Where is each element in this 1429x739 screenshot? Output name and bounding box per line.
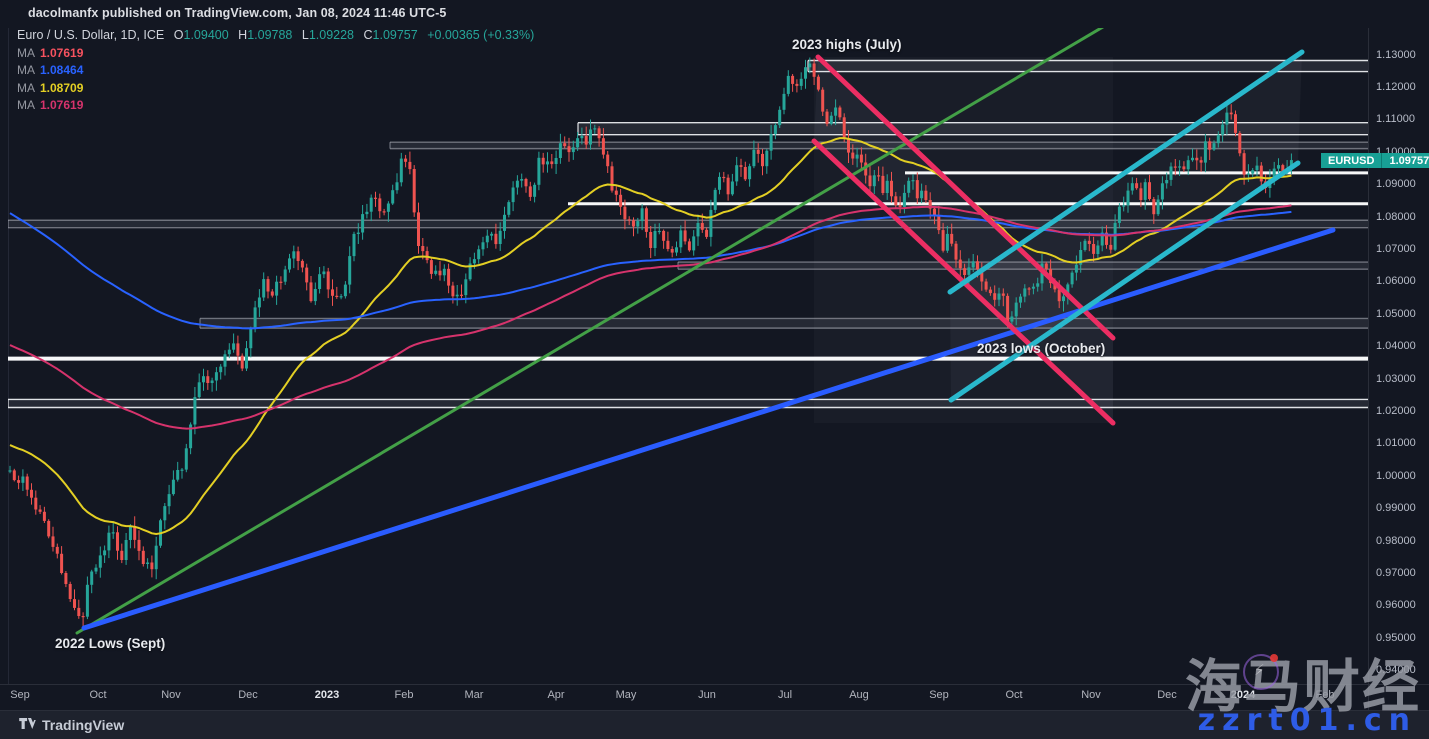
time-tick-label: Aug — [849, 689, 869, 701]
open-value: 1.09400 — [183, 28, 229, 42]
pane-left-border — [8, 28, 9, 684]
price-tick-label: 1.13000 — [1376, 48, 1416, 61]
time-tick-label: Feb — [1315, 689, 1335, 701]
channel-fills — [814, 52, 1302, 423]
time-tick-label: Oct — [1005, 689, 1023, 701]
ma-value: 1.07619 — [40, 45, 84, 60]
tradingview-logo[interactable]: TradingView — [19, 717, 124, 733]
price-tick-label: 0.98000 — [1376, 534, 1416, 547]
price-tick-label: 1.07000 — [1376, 242, 1416, 255]
change-value: +0.00365 (+0.33%) — [427, 28, 535, 42]
price-tick-label: 1.11000 — [1376, 113, 1415, 126]
price-axis-separator — [1368, 28, 1369, 710]
low-value: 1.09228 — [308, 28, 355, 42]
time-tick-label: Oct — [89, 689, 107, 701]
time-tick-label: Sep — [10, 689, 30, 701]
price-tick-label: 1.00000 — [1376, 469, 1416, 482]
symbol-title-row: Euro / U.S. Dollar, 1D, ICE O1.09400 H1.… — [17, 28, 535, 42]
watermark-url: zzrt01.cn — [1197, 703, 1417, 738]
last-price-label: EURUSD 1.09757 — [1321, 152, 1429, 168]
time-tick-label: 2024 — [1230, 689, 1256, 701]
annotation-2023-lows: 2023 lows (October) — [977, 341, 1106, 356]
high-value: 1.09788 — [247, 28, 293, 42]
price-tick-label: 1.04000 — [1376, 340, 1416, 353]
trendlines — [75, 28, 1336, 635]
ma-value: 1.07619 — [40, 98, 84, 112]
chart-legend: Euro / U.S. Dollar, 1D, ICE O1.09400 H1.… — [17, 28, 534, 112]
annotation-2023-highs: 2023 highs (July) — [792, 37, 902, 52]
watermark-cjk: 海马财经 — [1185, 654, 1421, 720]
ma-row: MA 1.07619 — [17, 45, 84, 60]
symbol-title: Euro / U.S. Dollar, 1D, ICE — [17, 28, 165, 42]
time-tick-label: Sep — [929, 689, 949, 701]
time-tick-label: May — [615, 689, 637, 701]
moving-average-lines — [9, 137, 1292, 535]
price-tick-label: 1.02000 — [1376, 404, 1416, 417]
price-tick-label: 1.03000 — [1376, 372, 1416, 385]
symbol-tag: EURUSD — [1321, 152, 1382, 168]
time-axis-separator — [0, 684, 1429, 685]
footer-bar: TradingView — [0, 710, 1429, 739]
price-tick-label: 1.06000 — [1376, 275, 1416, 288]
ma-value: 1.08464 — [40, 63, 84, 77]
annotation-2022-lows: 2022 Lows (Sept) — [55, 636, 166, 651]
price-tick-label: 0.96000 — [1376, 599, 1416, 612]
price-tick-label: 1.01000 — [1376, 437, 1416, 450]
ma-value: 1.08709 — [40, 80, 84, 95]
time-tick-label: Feb — [394, 689, 414, 701]
price-tick-label: 0.94000 — [1376, 664, 1416, 677]
candlestick-series — [8, 57, 1293, 627]
publish-info: dacolmanfx published on TradingView.com,… — [28, 6, 447, 20]
last-price-value: 1.09757 — [1382, 152, 1429, 168]
watermark-logo-icon: ⚡ — [1243, 654, 1279, 690]
time-tick-label: Dec — [1157, 689, 1177, 701]
time-tick-label: Nov — [1081, 689, 1101, 701]
time-tick-label: Mar — [464, 689, 484, 701]
time-tick-label: Jul — [777, 689, 793, 701]
logo-bolt-icon: ⚡ — [1254, 662, 1265, 679]
price-tick-label: 0.95000 — [1376, 631, 1416, 644]
price-tick-label: 0.97000 — [1376, 566, 1416, 579]
close-value: 1.09757 — [372, 28, 418, 42]
price-tick-label: 1.05000 — [1376, 307, 1416, 320]
price-tick-label: 1.09000 — [1376, 178, 1416, 191]
time-tick-label: Nov — [161, 689, 181, 701]
time-tick-label: Jun — [698, 689, 716, 701]
ma-row: MA 1.08464 — [17, 63, 84, 77]
time-tick-label: Dec — [238, 689, 258, 701]
price-tick-label: 1.08000 — [1376, 210, 1416, 223]
tradingview-brand-text: TradingView — [42, 717, 125, 733]
price-tick-label: 0.99000 — [1376, 502, 1416, 515]
time-tick-label: 2023 — [314, 689, 340, 701]
logo-red-dot — [1270, 654, 1278, 662]
ma-row: MA 1.08709 — [17, 80, 84, 95]
price-tick-label: 1.12000 — [1376, 80, 1416, 93]
time-tick-label: Apr — [547, 689, 565, 701]
ma-row: MA 1.07619 — [17, 98, 84, 112]
tradingview-mark-icon — [19, 717, 36, 729]
